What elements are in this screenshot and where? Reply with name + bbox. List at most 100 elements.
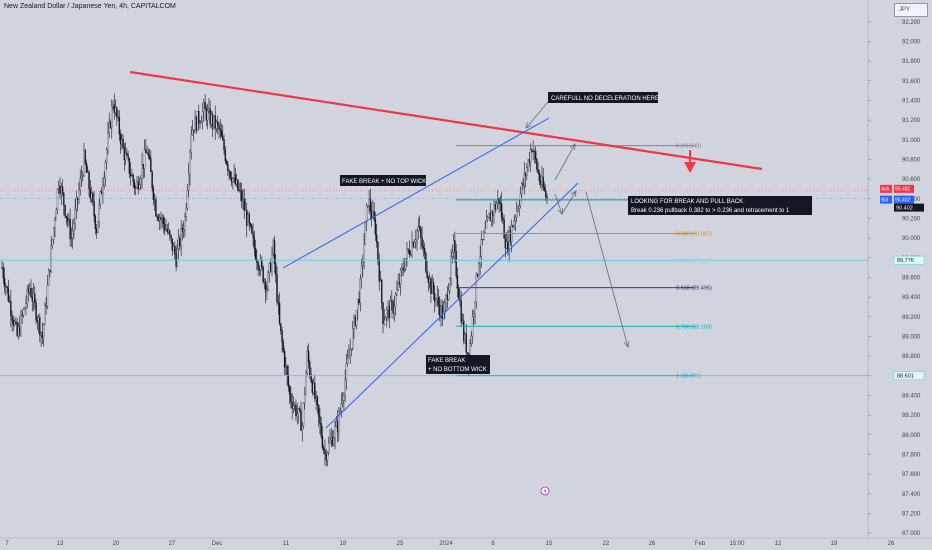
candle-body <box>454 240 456 252</box>
candle-body <box>113 104 115 113</box>
candle-body <box>500 203 503 218</box>
candle-body <box>132 175 134 182</box>
candle-body <box>111 106 113 128</box>
candle-body <box>391 300 393 303</box>
candle-body <box>240 190 243 202</box>
candle-body <box>190 134 192 153</box>
candle-body <box>79 178 81 191</box>
candle-body <box>20 314 22 335</box>
candle-body <box>27 288 30 293</box>
candle-body <box>455 251 457 276</box>
candle-body <box>75 197 78 210</box>
candle-body <box>328 442 330 454</box>
candle-body <box>493 204 495 216</box>
currency-selector[interactable]: JPY <box>894 3 928 17</box>
candle-body <box>203 102 205 112</box>
candle-body <box>126 152 128 156</box>
candle-body <box>248 214 250 224</box>
candle-body <box>217 121 219 125</box>
candle-body <box>98 204 100 222</box>
candle-body <box>518 205 520 209</box>
candle-body <box>317 404 320 417</box>
candle-body <box>112 104 114 107</box>
candle-body <box>264 281 267 293</box>
candle-body <box>306 351 309 374</box>
candle-body <box>374 218 377 235</box>
candle-body <box>199 122 201 124</box>
candle-body <box>161 217 163 220</box>
bid-tag-value-bg <box>894 195 914 204</box>
price-tick-label: 88.000 <box>902 433 921 439</box>
time-tick-label: 7 <box>5 541 9 547</box>
candle-body <box>6 286 8 288</box>
candle-body <box>282 342 285 352</box>
candle-series <box>1 93 548 467</box>
candle-body <box>425 252 427 272</box>
candle-body <box>379 279 382 282</box>
candle-body <box>118 116 121 135</box>
candle-body <box>466 352 469 354</box>
price-tick-label: 90.800 <box>902 157 921 163</box>
candle-body <box>345 363 348 380</box>
candle-body <box>512 225 514 227</box>
bid-tag-label-bg <box>880 195 892 204</box>
candle-body <box>513 220 515 227</box>
candle-body <box>85 163 88 173</box>
candle-body <box>80 176 83 179</box>
price-axis-pane <box>868 0 932 550</box>
candle-body <box>225 160 228 165</box>
wedge-lower-trendline <box>325 182 579 429</box>
time-tick-label: Feb <box>695 541 706 547</box>
candle-body <box>29 288 31 293</box>
candle-body <box>2 267 4 279</box>
candle-body <box>497 198 499 205</box>
price-tick-label: 92.000 <box>902 39 921 45</box>
candle-body <box>270 263 272 272</box>
candle-body <box>315 396 317 399</box>
candle-body <box>492 211 494 216</box>
candle-body <box>34 293 36 303</box>
candle-body <box>37 317 40 322</box>
candle-body <box>490 211 493 222</box>
candle-body <box>545 190 547 197</box>
candle-body <box>15 321 17 323</box>
candle-body <box>533 151 536 153</box>
candle-body <box>13 321 16 325</box>
candle-body <box>137 181 139 190</box>
price-tick-label: 91.800 <box>902 59 921 65</box>
candle-body <box>237 179 239 191</box>
candle-body <box>169 230 171 236</box>
candle-body <box>295 404 297 417</box>
candle-body <box>514 217 517 221</box>
candle-body <box>181 227 184 232</box>
candle-body <box>262 266 264 283</box>
candle-body <box>297 408 300 414</box>
fib-level-label: 0.786 (89.103) <box>676 324 712 330</box>
lightning-icon <box>543 488 547 494</box>
candle-body <box>63 192 65 206</box>
candle-body <box>387 306 389 311</box>
annotation-looking-box <box>628 196 812 215</box>
annotation-carefull-text: CAREFULL NO DECELERATION HERE <box>551 96 659 102</box>
time-tick-label: 11 <box>283 541 290 547</box>
bid-tag-value: 90.402 <box>895 197 911 203</box>
time-tick-label: 22 <box>603 541 610 547</box>
candle-body <box>546 196 548 199</box>
candle-body <box>247 214 249 226</box>
candle-body <box>352 328 354 349</box>
candle-body <box>483 232 485 240</box>
annotation-fake-top-text: FAKE BREAK + NO TOP WICK <box>342 179 426 185</box>
candle-body <box>397 282 399 290</box>
candle-body <box>325 454 327 461</box>
candle-body <box>305 373 307 395</box>
candle-body <box>543 187 546 191</box>
candle-body <box>539 181 542 185</box>
candle-body <box>526 167 528 176</box>
candle-body <box>100 191 103 195</box>
candle-body <box>522 183 524 186</box>
fib-level-label: 0.618 (89.496) <box>676 286 712 292</box>
candle-body <box>50 245 52 272</box>
candle-body <box>40 332 42 336</box>
